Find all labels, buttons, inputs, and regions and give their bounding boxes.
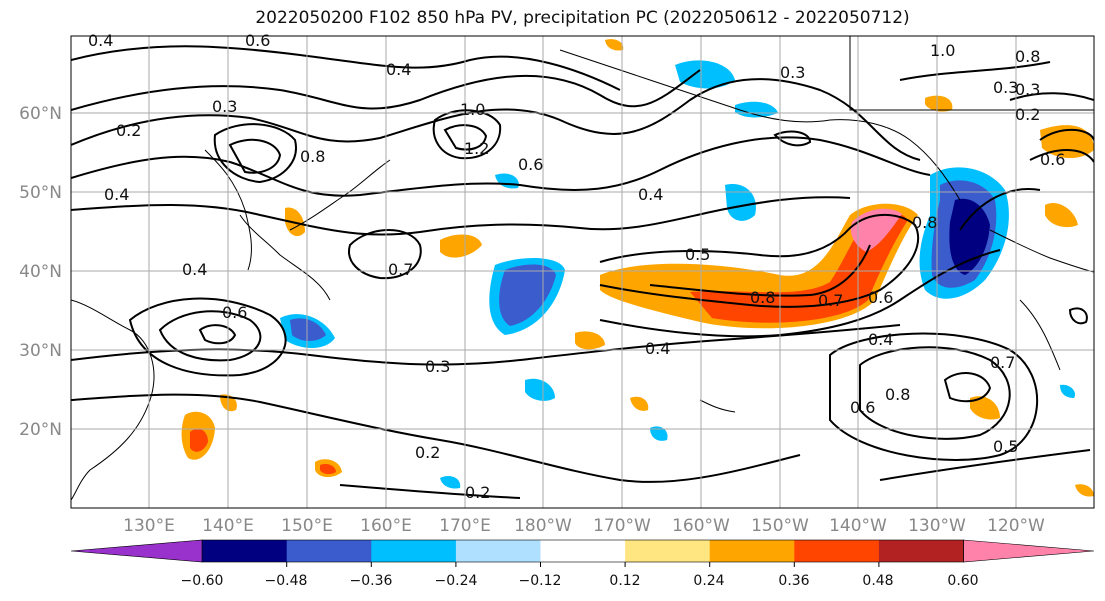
- colorbar-cell: [286, 540, 372, 562]
- colorbar-cell: [709, 540, 795, 562]
- contour-label: 0.3: [212, 97, 237, 116]
- contour-label: 0.4: [104, 185, 129, 204]
- contour-label: 0.3: [993, 78, 1018, 97]
- contour-label: 0.4: [182, 260, 207, 279]
- lon-tick: 170°W: [593, 516, 651, 536]
- colorbar-tick-label: −0.36: [350, 573, 393, 589]
- colorbar-tick-labels: −0.60 −0.48 −0.36 −0.24 −0.12 0.12 0.24 …: [181, 573, 979, 589]
- contour-label: 0.6: [222, 303, 247, 322]
- colorbar-cell: [794, 540, 880, 562]
- colorbar-tick-label: 0.60: [947, 573, 978, 589]
- colorbar-tick-label: 0.36: [778, 573, 809, 589]
- gridlines: [71, 36, 1094, 508]
- map-title: 2022050200 F102 850 hPa PV, precipitatio…: [255, 8, 910, 28]
- colorbar-cell: [625, 540, 711, 562]
- lon-tick: 160°W: [672, 516, 730, 536]
- lon-tick: 140°W: [829, 516, 887, 536]
- lon-tick: 130°W: [908, 516, 966, 536]
- contour-label: 1.2: [464, 139, 489, 158]
- colorbar-tick-label: 0.48: [862, 573, 893, 589]
- contour-label: 0.4: [88, 31, 113, 50]
- contour-label: 0.2: [1015, 105, 1040, 124]
- contour-label: 0.7: [388, 260, 413, 279]
- lon-tick: 150°E: [281, 516, 333, 536]
- lon-tick: 150°W: [751, 516, 809, 536]
- colorbar-extension-low: [70, 539, 203, 563]
- colorbar-cell: [371, 540, 457, 562]
- contour-label: 0.8: [912, 213, 937, 232]
- contour-label: 0.2: [465, 483, 490, 502]
- lon-tick: 140°E: [202, 516, 254, 536]
- contour-label: 0.5: [993, 437, 1018, 456]
- contour-label: 0.8: [1015, 47, 1040, 66]
- contour-label: 0.6: [868, 288, 893, 307]
- colorbar-cell: [540, 540, 626, 562]
- contour-label: 1.0: [930, 41, 955, 60]
- contour-label: 0.5: [685, 245, 710, 264]
- colorbar: −0.60 −0.48 −0.36 −0.24 −0.12 0.12 0.24 …: [70, 539, 1095, 589]
- contour-label: 0.2: [116, 121, 141, 140]
- contour-label: 0.4: [868, 330, 893, 349]
- lon-tick: 120°W: [987, 516, 1045, 536]
- lat-tick: 20°N: [19, 420, 62, 440]
- lon-tick: 180°W: [514, 516, 572, 536]
- colorbar-tick-label: −0.48: [265, 573, 308, 589]
- colorbar-frame: [201, 539, 964, 563]
- contour-label: 1.0: [460, 100, 485, 119]
- contour-label: 0.4: [645, 339, 670, 358]
- lat-tick: 30°N: [19, 341, 62, 361]
- contour-label: 0.8: [750, 288, 775, 307]
- colorbar-tick-label: −0.12: [519, 573, 562, 589]
- contour-label: 0.3: [780, 63, 805, 82]
- lon-tick: 130°E: [123, 516, 175, 536]
- pv-contours: [71, 45, 1094, 499]
- lat-tick: 60°N: [19, 104, 62, 124]
- colorbar-tick-label: 0.24: [693, 573, 724, 589]
- lon-tick: 170°E: [439, 516, 491, 536]
- contour-label: 0.6: [850, 398, 875, 417]
- contour-label: 0.6: [518, 155, 543, 174]
- contour-label: 0.8: [300, 147, 325, 166]
- colorbar-cell: [202, 540, 288, 562]
- colorbar-tick-label: −0.24: [435, 573, 478, 589]
- lat-tick: 40°N: [19, 262, 62, 282]
- colorbar-tick-label: 0.12: [609, 573, 640, 589]
- lat-ticks: 60°N 50°N 40°N 30°N 20°N: [19, 104, 62, 440]
- colorbar-cell: [455, 540, 541, 562]
- lon-ticks: 130°E 140°E 150°E 160°E 170°E 180°W 170°…: [123, 516, 1045, 536]
- contour-label: 0.7: [818, 291, 843, 310]
- contour-label: 0.3: [425, 357, 450, 376]
- contour-label: 0.2: [415, 443, 440, 462]
- colorbar-tick-label: −0.60: [181, 573, 224, 589]
- contour-label: 0.6: [245, 31, 270, 50]
- contour-label: 0.7: [990, 353, 1015, 372]
- map-frame: [70, 35, 1095, 509]
- colorbar-extension-high: [963, 539, 1095, 563]
- colorbar-cell: [878, 540, 964, 562]
- lat-tick: 50°N: [19, 183, 62, 203]
- lon-tick: 160°E: [360, 516, 412, 536]
- contour-labels: 0.4 0.6 0.4 0.3 0.2 0.4 1.0 1.2 0.6 0.3 …: [88, 31, 1065, 502]
- contour-label: 0.3: [1015, 80, 1040, 99]
- contour-label: 0.6: [1040, 150, 1065, 169]
- contour-label: 0.4: [638, 185, 663, 204]
- contour-label: 0.4: [386, 60, 411, 79]
- contour-label: 0.8: [885, 385, 910, 404]
